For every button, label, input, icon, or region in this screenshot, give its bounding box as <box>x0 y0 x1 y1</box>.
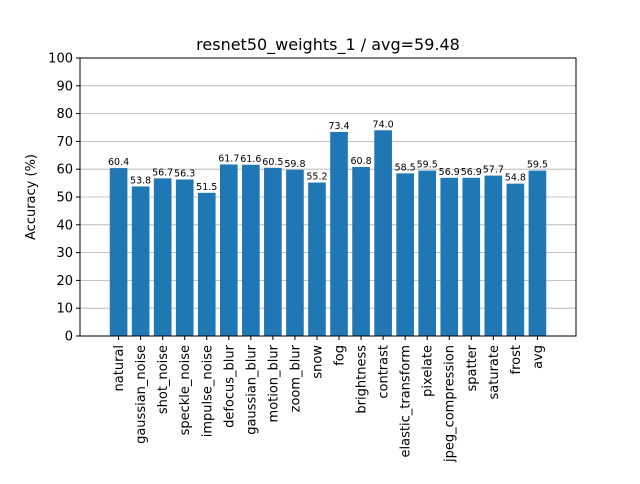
bar-frost <box>506 183 525 336</box>
y-tick-label: 30 <box>56 246 73 261</box>
y-tick-label: 90 <box>56 79 73 94</box>
x-tick-label: defocus_blur <box>222 344 237 428</box>
value-label: 56.7 <box>152 167 173 178</box>
value-label: 61.6 <box>240 154 261 165</box>
value-label: 57.7 <box>483 165 504 176</box>
value-label: 60.5 <box>262 157 283 168</box>
x-tick-label: jpeg_compression <box>443 345 458 463</box>
value-label: 60.4 <box>108 157 129 168</box>
value-label: 54.8 <box>505 173 526 184</box>
bar-defocus-blur <box>219 164 238 336</box>
y-tick-label: 40 <box>56 218 73 233</box>
y-tick-label: 100 <box>48 52 73 67</box>
value-label: 59.8 <box>284 159 305 170</box>
x-tick-label: gaussian_noise <box>134 345 149 444</box>
bar-fog <box>330 131 348 336</box>
x-tick-label: brightness <box>355 345 370 414</box>
x-tick-label: shot_noise <box>156 345 171 414</box>
bars <box>109 130 547 336</box>
y-tick-label: 70 <box>56 135 73 150</box>
value-label: 51.5 <box>196 182 217 193</box>
x-tick-label: frost <box>509 345 524 374</box>
y-tick-label: 20 <box>56 274 73 289</box>
value-label: 56.9 <box>439 167 460 178</box>
x-tick-label: spatter <box>465 344 480 391</box>
y-tick-label: 0 <box>65 330 73 345</box>
x-tick-label: speckle_noise <box>178 345 193 435</box>
chart-title: resnet50_weights_1 / avg=59.48 <box>196 35 460 55</box>
value-label: 59.5 <box>417 160 438 171</box>
value-label: 61.7 <box>218 153 239 164</box>
bar-saturate <box>484 175 503 336</box>
bar-snow <box>308 182 326 336</box>
y-tick-label: 80 <box>56 107 73 122</box>
value-label: 53.8 <box>130 175 151 186</box>
bar-pixelate <box>418 170 437 336</box>
bar-jpeg-compression <box>440 177 459 336</box>
value-label: 59.5 <box>527 160 548 171</box>
bar-gaussian-noise <box>131 186 150 336</box>
value-label: 73.4 <box>328 121 349 132</box>
x-tick-label: natural <box>112 345 127 391</box>
x-tick-label: impulse_noise <box>200 345 215 437</box>
value-label: 55.2 <box>306 172 327 183</box>
bar-shot-noise <box>153 178 172 336</box>
bar-gaussian-blur <box>242 164 260 336</box>
x-tick-label: motion_blur <box>266 344 281 422</box>
bar-natural <box>109 168 128 336</box>
y-axis-label: Accuracy (%) <box>24 154 39 240</box>
bar-avg <box>528 170 547 336</box>
value-label: 58.5 <box>395 162 416 173</box>
y-tick-label: 60 <box>56 163 73 178</box>
bar-elastic-transform <box>396 173 414 336</box>
x-tick-label: pixelate <box>421 345 436 397</box>
bar-impulse-noise <box>197 192 216 336</box>
bar-brightness <box>352 166 370 336</box>
x-tick-label: fog <box>333 345 348 366</box>
bar-spatter <box>462 177 481 336</box>
value-label: 56.9 <box>461 167 482 178</box>
x-tick-label: contrast <box>377 345 392 399</box>
value-label: 74.0 <box>373 119 394 130</box>
value-label: 60.8 <box>350 156 371 167</box>
x-axis-ticks: natural gaussian_noise shot_noise speckle_n… <box>112 336 546 463</box>
x-tick-label: zoom_blur <box>288 344 303 412</box>
x-tick-label: elastic_transform <box>399 345 414 457</box>
bar-motion-blur <box>264 167 282 336</box>
bar-contrast <box>374 130 392 336</box>
x-tick-label: snow <box>310 345 325 379</box>
y-tick-label: 50 <box>56 191 73 206</box>
y-tick-label: 10 <box>56 302 73 317</box>
x-tick-label: avg <box>531 345 546 369</box>
x-tick-label: saturate <box>487 345 502 399</box>
x-tick-label: gaussian_blur <box>244 344 259 434</box>
y-axis-ticks: 0 10 20 30 40 50 60 70 80 90 100 <box>48 52 80 345</box>
bar-speckle-noise <box>175 179 194 336</box>
value-label: 56.3 <box>174 168 195 179</box>
value-labels: 60.453.856.7 56.351.5 61.7 61.6 60.5 59.855.2… <box>108 119 548 193</box>
bar-zoom-blur <box>286 169 304 336</box>
